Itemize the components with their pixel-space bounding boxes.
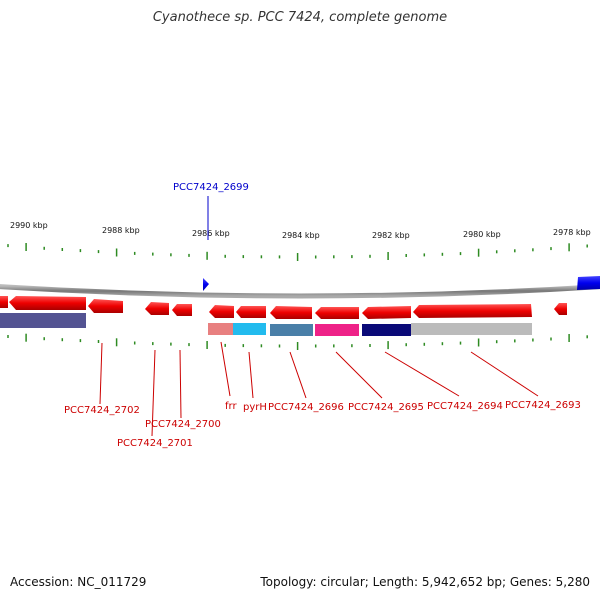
scale-label-2980: 2980 kbp: [463, 230, 501, 239]
gene-label-pyrH[interactable]: pyrH: [243, 402, 267, 413]
gene-label-PCC7424_2700[interactable]: PCC7424_2700: [145, 419, 221, 430]
gene-arrow-reverse-right[interactable]: [554, 303, 567, 315]
gene-label-frr[interactable]: frr: [225, 401, 237, 412]
scale-label-2986: 2986 kbp: [192, 229, 230, 238]
gene-arrow-PCC7424_2694[interactable]: [362, 306, 411, 319]
gene-arrow-frr[interactable]: [209, 305, 234, 318]
feature-bar-grey: [411, 323, 532, 335]
gene-label-PCC7424_2694[interactable]: PCC7424_2694: [427, 401, 503, 412]
feature-bar-navy: [0, 313, 86, 328]
genome-summary-text: Topology: circular; Length: 5,942,652 bp…: [260, 575, 590, 589]
gene-arrow-PCC7424_2702[interactable]: [9, 296, 86, 310]
gene-label-PCC7424_2696[interactable]: PCC7424_2696: [268, 402, 344, 413]
feature-bar-darknavy: [362, 324, 411, 336]
gene-arrow-PCC7424_2701[interactable]: [88, 299, 123, 313]
feature-bar-steel: [270, 324, 313, 336]
scale-label-2988: 2988 kbp: [102, 226, 140, 235]
gene-label-PCC7424_2701[interactable]: PCC7424_2701: [117, 438, 193, 449]
gene-arrow-reverse-left[interactable]: [0, 296, 8, 308]
genome-backbone: [0, 284, 600, 299]
scale-label-2978: 2978 kbp: [553, 228, 591, 237]
scale-label-2990: 2990 kbp: [10, 221, 48, 230]
gene-arrow-PCC7424_2700a[interactable]: [145, 302, 169, 315]
genome-title: Cyanothece sp. PCC 7424, complete genome: [152, 10, 448, 25]
gene-arrow-forward-right[interactable]: [577, 276, 600, 290]
gene-label-PCC7424_2695[interactable]: PCC7424_2695: [348, 402, 424, 413]
scale-label-2984: 2984 kbp: [282, 231, 320, 240]
gene-arrow-PCC7424_2695[interactable]: [315, 307, 359, 319]
feature-bar-magenta: [315, 324, 359, 336]
feature-bar-salmon: [208, 323, 233, 335]
gene-arrow-PCC7424_2700[interactable]: [172, 304, 192, 316]
feature-bar-cyan: [233, 323, 266, 335]
gene-label-PCC7424_2699[interactable]: PCC7424_2699: [173, 182, 249, 193]
scale-label-2982: 2982 kbp: [372, 231, 410, 240]
gene-arrow-PCC7424_2696[interactable]: [270, 306, 312, 319]
gene-arrow-pyrH[interactable]: [236, 306, 266, 318]
label-leader-lines: [99, 196, 539, 437]
gene-label-PCC7424_2702[interactable]: PCC7424_2702: [64, 405, 140, 416]
scale-ticks-outer: [7, 243, 588, 261]
gene-label-PCC7424_2693[interactable]: PCC7424_2693: [505, 400, 581, 411]
gene-arrow-PCC7424_2699[interactable]: [203, 278, 209, 291]
accession-text: Accession: NC_011729: [10, 575, 147, 589]
gene-arrow-PCC7424_2693[interactable]: [413, 304, 532, 318]
scale-ticks-inner: [7, 333, 588, 350]
